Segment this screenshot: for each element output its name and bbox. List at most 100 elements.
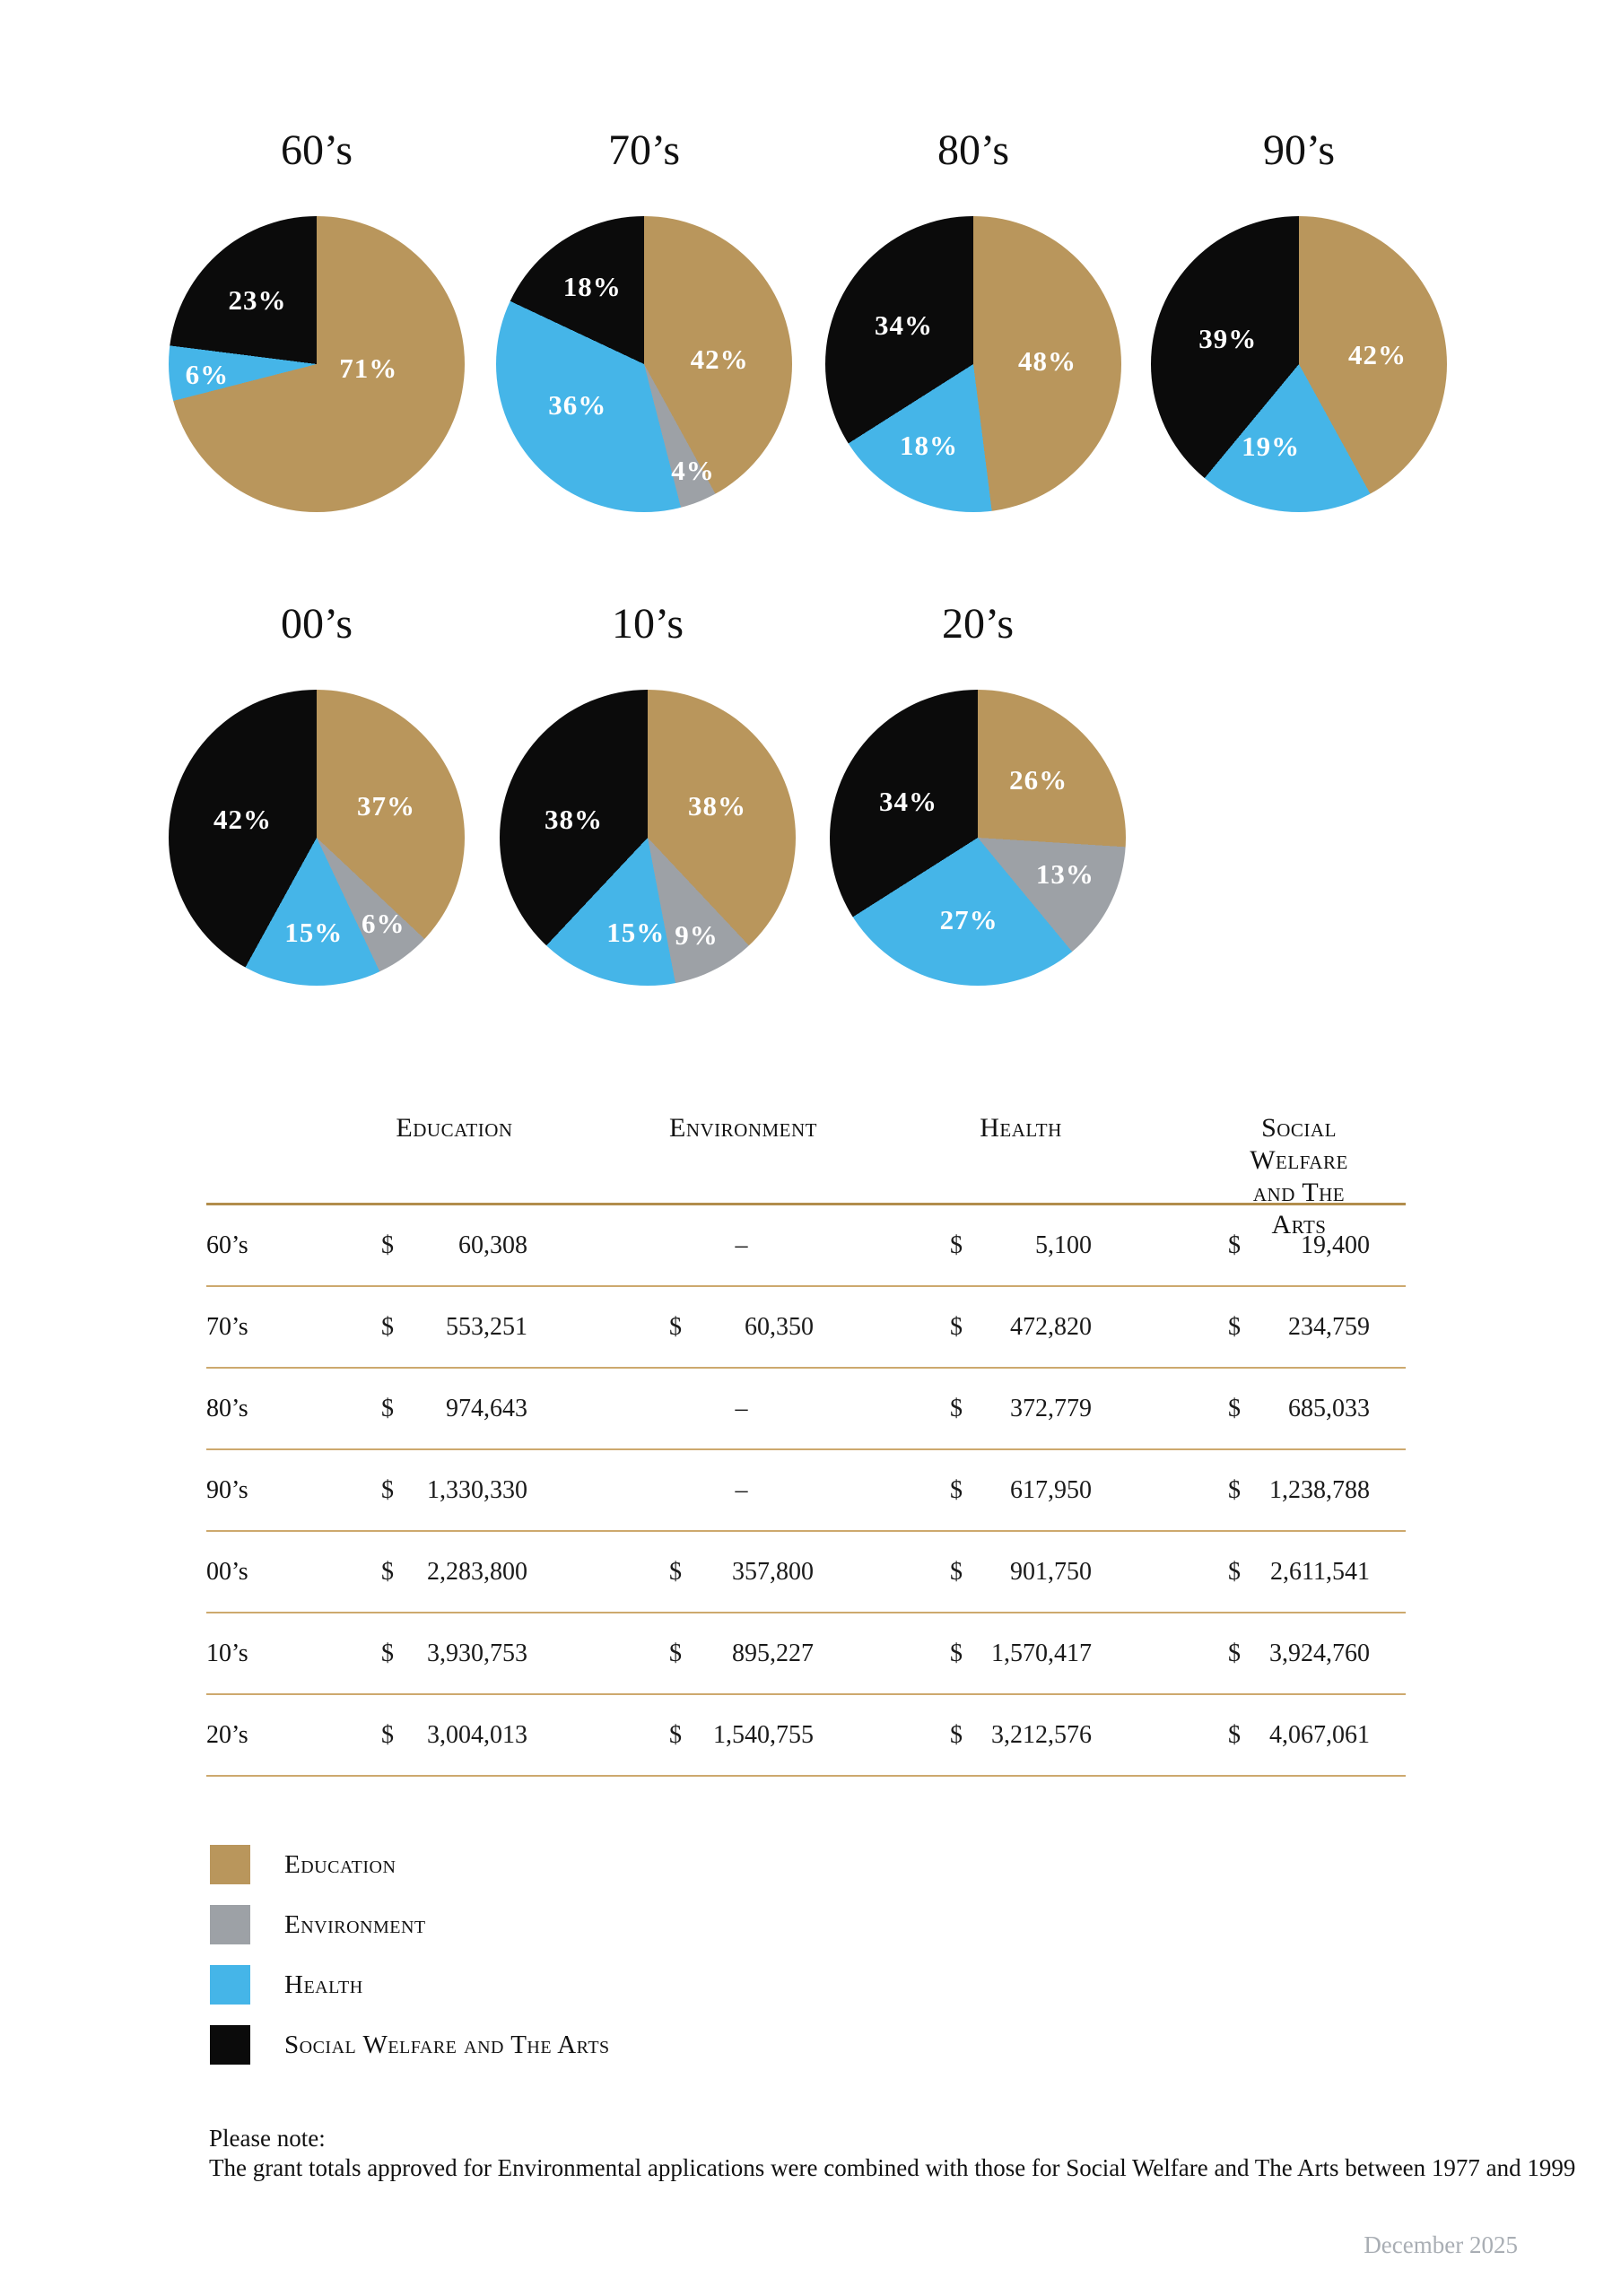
row-label-decade: 70’s (206, 1312, 248, 1341)
col-header-health: Health (980, 1113, 1062, 1143)
table-row: 00’s $2,283,800 $357,800 $901,750 $2,611,541 (206, 1532, 1406, 1613)
pie-slice-label: 13% (1035, 858, 1094, 891)
pie-title-70s: 70’s (607, 126, 680, 174)
pie-slice-label: 4% (671, 454, 715, 486)
currency-symbol: $ (669, 1639, 682, 1667)
footer-date: December 2025 (1364, 2231, 1518, 2258)
pie-chart-00s: 00’s 37% 6% 15% 42% (169, 599, 465, 986)
amount: 3,212,576 (991, 1720, 1092, 1749)
pie-slice-label: 19% (1242, 430, 1301, 463)
pie-title-20s: 20’s (941, 600, 1014, 648)
table-row: 10’s $3,930,753 $895,227 $1,570,417 $3,924,7… (206, 1613, 1406, 1695)
table-row: 60’s $60,308– $5,100 $19,400 (206, 1205, 1406, 1287)
col-header-education: Education (396, 1113, 513, 1143)
table-cell-education: $2,283,800 (381, 1558, 527, 1587)
table-cell-environment: – (735, 1475, 748, 1504)
table-cell-health: $617,950 (950, 1476, 1092, 1505)
pie-circle-60s: 71% 6% 23% (169, 216, 465, 512)
pie-slice-label: 6% (185, 358, 230, 390)
social-welfare-swatch-icon (210, 2025, 250, 2065)
amount: 3,004,013 (427, 1720, 527, 1749)
pie-slice-label: 42% (690, 344, 749, 376)
currency-symbol: $ (669, 1312, 682, 1341)
table-header-row: Education Environment Health Social Welf… (206, 1112, 1406, 1239)
pie-slice-label: 18% (562, 271, 622, 303)
legend: Education Environment Health Social Welf… (210, 1845, 610, 2065)
environment-swatch-icon (210, 1905, 250, 1944)
pie-slice-label: 42% (1347, 339, 1407, 371)
pie-circle-90s: 42% 19% 39% (1151, 216, 1447, 512)
legend-label-environment: Environment (284, 1909, 426, 1939)
table-cell-education: $60,308 (381, 1231, 527, 1260)
pie-chart-60s: 60’s 71% 6% 23% (169, 126, 465, 512)
table-cell-education: $3,930,753 (381, 1639, 527, 1668)
currency-symbol: $ (669, 1720, 682, 1749)
pie-slice-label: 23% (228, 284, 287, 317)
col-header-social-welfare-line2: and The Arts (1252, 1178, 1346, 1239)
pie-slice-label: 34% (874, 309, 933, 342)
amount: 472,820 (1010, 1312, 1092, 1341)
pie-slice-label: 18% (900, 429, 958, 461)
pie-slice-label: 39% (1198, 322, 1258, 354)
amount: 1,570,417 (991, 1639, 1092, 1667)
currency-symbol: $ (1228, 1475, 1241, 1504)
pie-slice-label: 38% (545, 804, 603, 836)
footnote-title: Please note: (209, 2125, 326, 2152)
row-label-decade: 00’s (206, 1557, 248, 1586)
amount: 60,308 (458, 1231, 527, 1259)
currency-symbol: $ (381, 1475, 394, 1504)
health-swatch-icon (210, 1965, 250, 2005)
amount: 5,100 (1035, 1231, 1092, 1259)
amount: 895,227 (732, 1639, 814, 1667)
legend-label-health: Health (284, 1970, 363, 1999)
currency-symbol: $ (381, 1231, 394, 1259)
pie-title-10s: 10’s (611, 600, 684, 648)
amount: 685,033 (1288, 1394, 1370, 1422)
currency-symbol: $ (1228, 1394, 1241, 1422)
amount: 234,759 (1288, 1312, 1370, 1341)
table-cell-health: $472,820 (950, 1313, 1092, 1342)
currency-symbol: $ (950, 1312, 963, 1341)
pie-circle-70s: 42% 4% 36% 18% (496, 216, 792, 512)
row-label-decade: 20’s (206, 1720, 248, 1749)
table-cell-social-welfare: $19,400 (1228, 1231, 1370, 1260)
table-cell-social-welfare: $234,759 (1228, 1313, 1370, 1342)
pie-title-00s: 00’s (280, 600, 353, 648)
table-cell-health: $372,779 (950, 1395, 1092, 1423)
table-cell-health: $1,570,417 (950, 1639, 1092, 1668)
pie-circle-20s: 26% 13% 27% 34% (830, 690, 1126, 986)
row-label-decade: 80’s (206, 1394, 248, 1422)
col-header-social-welfare-line1: Social Welfare (1250, 1113, 1348, 1175)
col-header-environment: Environment (669, 1113, 817, 1143)
currency-symbol: $ (950, 1475, 963, 1504)
currency-symbol: $ (381, 1394, 394, 1422)
currency-symbol: $ (950, 1231, 963, 1259)
row-label-decade: 90’s (206, 1475, 248, 1504)
pie-slice-label: 37% (357, 790, 416, 822)
pie-title-90s: 90’s (1262, 126, 1335, 174)
table-cell-health: $901,750 (950, 1558, 1092, 1587)
pie-chart-70s: 70’s 42% 4% 36% 18% (496, 126, 792, 512)
amount: 2,283,800 (427, 1557, 527, 1586)
amount: 1,540,755 (713, 1720, 814, 1749)
table-row: 20’s $3,004,013 $1,540,755 $3,212,576 $4,067… (206, 1695, 1406, 1777)
table-cell-environment: $1,540,755 (669, 1721, 814, 1750)
amount: 357,800 (732, 1557, 814, 1586)
table-row: 70’s $553,251 $60,350 $472,820 $234,759 (206, 1287, 1406, 1369)
currency-symbol: $ (381, 1720, 394, 1749)
education-swatch-icon (210, 1845, 250, 1884)
table-cell-health: $5,100 (950, 1231, 1092, 1260)
footnote: Please note: The grant totals approved f… (209, 2124, 1575, 2183)
table-cell-education: $974,643 (381, 1395, 527, 1423)
amount: 19,400 (1301, 1231, 1370, 1259)
currency-symbol: $ (381, 1557, 394, 1586)
legend-label-education: Education (284, 1849, 396, 1879)
pie-chart-90s: 90’s 42% 19% 39% (1151, 126, 1447, 512)
pie-slice-label: 36% (548, 389, 607, 422)
currency-symbol: $ (950, 1639, 963, 1667)
amount: 617,950 (1010, 1475, 1092, 1504)
table-cell-education: $553,251 (381, 1313, 527, 1342)
table-cell-environment: – (735, 1394, 748, 1422)
pie-slice-label: 34% (878, 786, 937, 818)
